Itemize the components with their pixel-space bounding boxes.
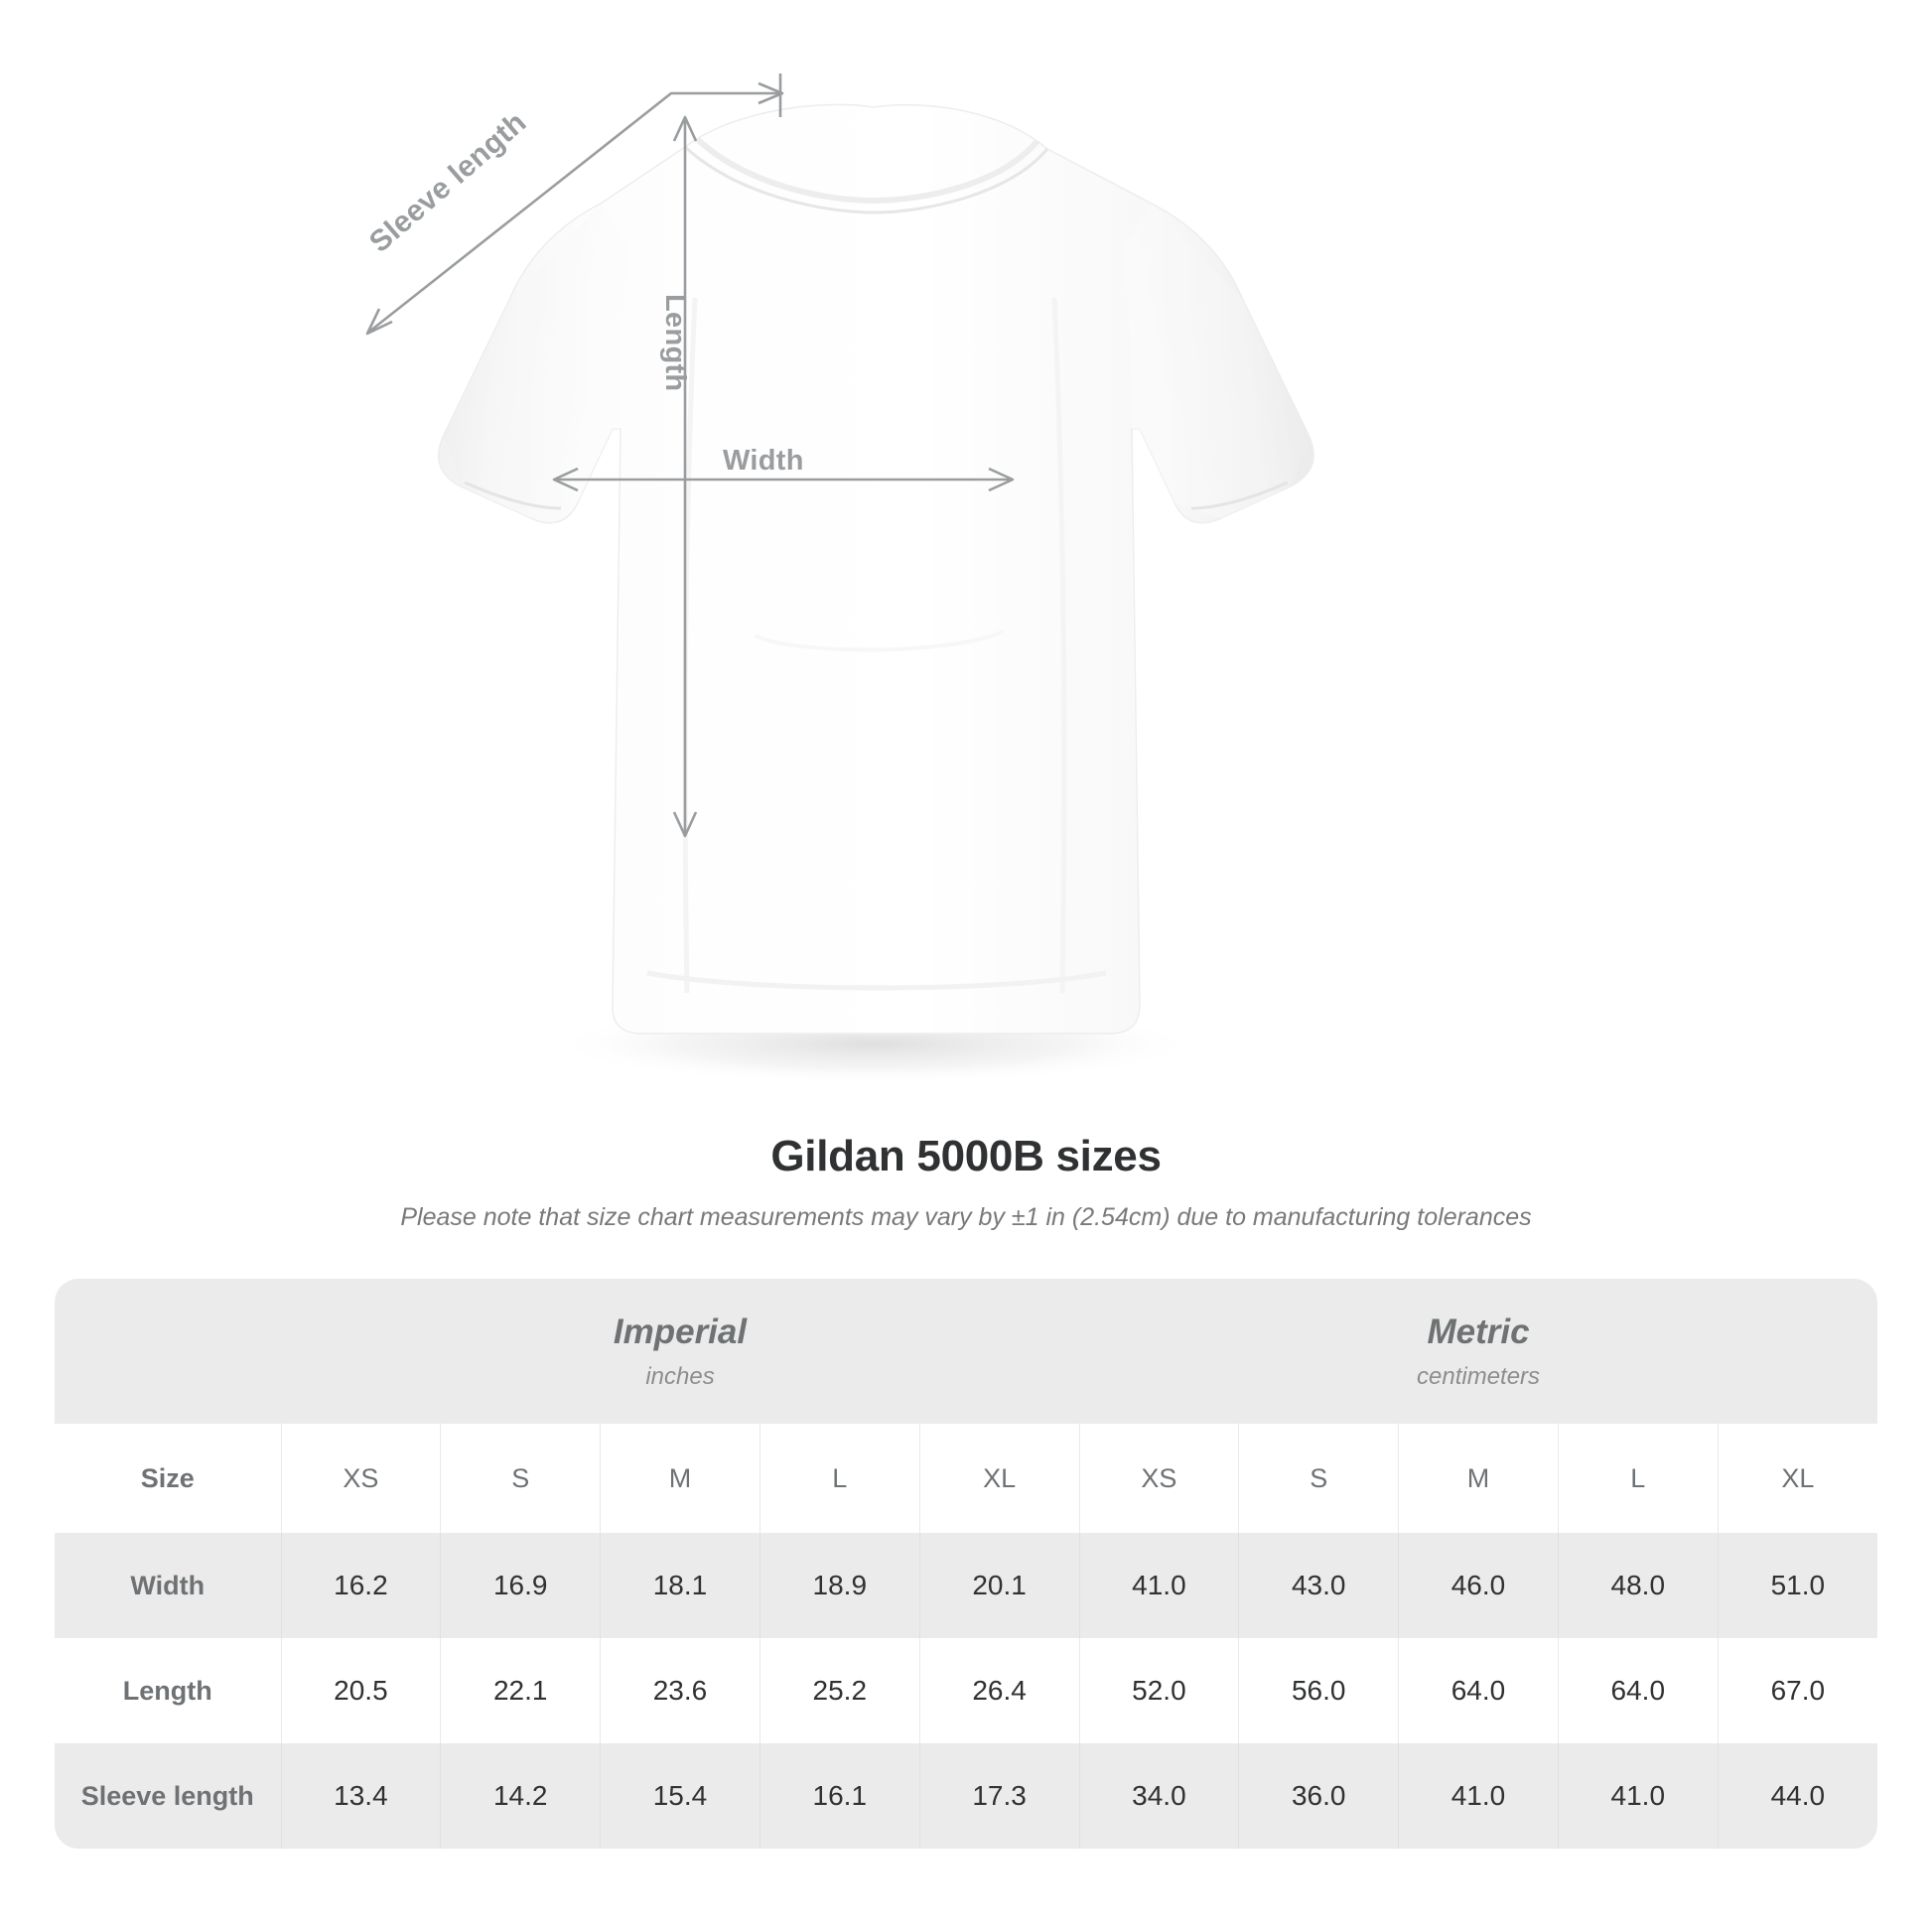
tshirt-illustration (365, 73, 1314, 1084)
unit-sub-metric: centimeters (1417, 1362, 1541, 1390)
cell-width-0: 16.2 (280, 1533, 441, 1638)
cell-length-7: 64.0 (1398, 1638, 1559, 1743)
cell-width-5: 41.0 (1078, 1533, 1239, 1638)
table-row: Length 20.5 22.1 23.6 25.2 26.4 52.0 56.… (55, 1638, 1877, 1743)
size-header-cell-3: L (759, 1424, 920, 1533)
size-header-cell-4: XL (918, 1424, 1079, 1533)
width-arrow (552, 467, 1015, 492)
unit-header-metric: Metric centimeters (1079, 1279, 1877, 1424)
page-subtitle: Please note that size chart measurements… (400, 1203, 1532, 1231)
unit-sub-imperial: inches (645, 1362, 715, 1390)
length-arrow (672, 115, 698, 838)
cell-length-2: 23.6 (600, 1638, 760, 1743)
cell-width-8: 48.0 (1557, 1533, 1719, 1638)
size-header-cell-2: M (600, 1424, 760, 1533)
cell-length-5: 52.0 (1078, 1638, 1239, 1743)
cell-width-1: 16.9 (440, 1533, 601, 1638)
cell-sleeve-2: 15.4 (600, 1743, 760, 1849)
unit-name-imperial: Imperial (613, 1311, 748, 1351)
cell-length-8: 64.0 (1557, 1638, 1719, 1743)
unit-header-imperial: Imperial inches (281, 1279, 1079, 1424)
size-header-cell-1: S (440, 1424, 601, 1533)
size-header-cell-8: L (1557, 1424, 1719, 1533)
measure-annotations (365, 73, 1015, 838)
size-header-cell-5: XS (1078, 1424, 1239, 1533)
size-header-cell-7: M (1398, 1424, 1559, 1533)
size-chart-table-wrapper: Imperial inches Metric centimeters Size … (55, 1279, 1877, 1849)
cell-sleeve-6: 36.0 (1238, 1743, 1399, 1849)
size-header-cell-9: XL (1717, 1424, 1877, 1533)
shirt-silhouette (437, 103, 1314, 1035)
cell-sleeve-8: 41.0 (1557, 1743, 1719, 1849)
cell-width-2: 18.1 (600, 1533, 760, 1638)
size-header-cell-6: S (1238, 1424, 1399, 1533)
unit-name-metric: Metric (1427, 1311, 1530, 1351)
table-row: Sleeve length 13.4 14.2 15.4 16.1 17.3 3… (55, 1743, 1877, 1849)
length-label: Length (659, 294, 691, 392)
page-title: Gildan 5000B sizes (770, 1132, 1162, 1180)
unit-header-spacer (55, 1279, 281, 1424)
cell-width-4: 20.1 (918, 1533, 1079, 1638)
size-chart-table: Imperial inches Metric centimeters Size … (55, 1279, 1877, 1849)
cell-sleeve-0: 13.4 (280, 1743, 441, 1849)
unit-header-row: Imperial inches Metric centimeters (55, 1279, 1877, 1424)
row-label-width: Width (55, 1533, 281, 1638)
width-label: Width (723, 445, 804, 477)
cell-width-3: 18.9 (759, 1533, 920, 1638)
cell-sleeve-3: 16.1 (759, 1743, 920, 1849)
sleeve-length-arrow (365, 73, 784, 336)
cell-length-9: 67.0 (1717, 1638, 1877, 1743)
cell-sleeve-1: 14.2 (440, 1743, 601, 1849)
cell-length-0: 20.5 (280, 1638, 441, 1743)
row-label-length: Length (55, 1638, 281, 1743)
row-label-sleeve-length: Sleeve length (55, 1743, 281, 1849)
table-row: Width 16.2 16.9 18.1 18.9 20.1 41.0 43.0… (55, 1533, 1877, 1638)
tshirt-diagram: Sleeve length Length Width (363, 73, 1314, 1084)
cell-length-6: 56.0 (1238, 1638, 1399, 1743)
cell-width-7: 46.0 (1398, 1533, 1559, 1638)
cell-sleeve-5: 34.0 (1078, 1743, 1239, 1849)
cell-width-6: 43.0 (1238, 1533, 1399, 1638)
cell-length-1: 22.1 (440, 1638, 601, 1743)
cell-sleeve-4: 17.3 (918, 1743, 1079, 1849)
cell-sleeve-7: 41.0 (1398, 1743, 1559, 1849)
cell-sleeve-9: 44.0 (1717, 1743, 1877, 1849)
cell-length-4: 26.4 (918, 1638, 1079, 1743)
size-header-label: Size (55, 1424, 281, 1533)
title-block: Gildan 5000B sizes Please note that size… (0, 1132, 1932, 1232)
size-header-cell-0: XS (280, 1424, 441, 1533)
cell-width-9: 51.0 (1717, 1533, 1877, 1638)
size-header-row: Size XS S M L XL XS S M L XL (55, 1424, 1877, 1533)
cell-length-3: 25.2 (759, 1638, 920, 1743)
